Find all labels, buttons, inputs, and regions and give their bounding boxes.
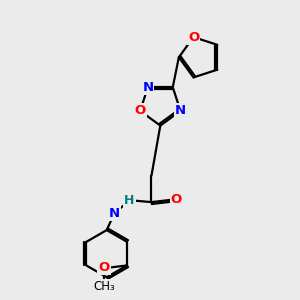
Text: O: O [188,31,199,44]
Text: O: O [171,193,182,206]
Text: O: O [98,261,110,274]
Text: N: N [109,207,120,220]
Text: N: N [142,81,153,94]
Text: O: O [134,104,146,117]
Text: CH₃: CH₃ [93,280,115,292]
Text: H: H [124,194,135,207]
Text: N: N [175,104,186,117]
